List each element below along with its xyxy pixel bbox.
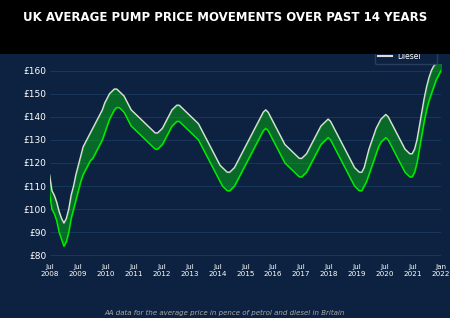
Legend: Unleaded, Diesel: Unleaded, Diesel	[375, 38, 437, 64]
Text: UK AVERAGE PUMP PRICE MOVEMENTS OVER PAST 14 YEARS: UK AVERAGE PUMP PRICE MOVEMENTS OVER PAS…	[23, 11, 427, 24]
Text: AA data for the average price in pence of petrol and diesel in Britain: AA data for the average price in pence o…	[105, 310, 345, 316]
